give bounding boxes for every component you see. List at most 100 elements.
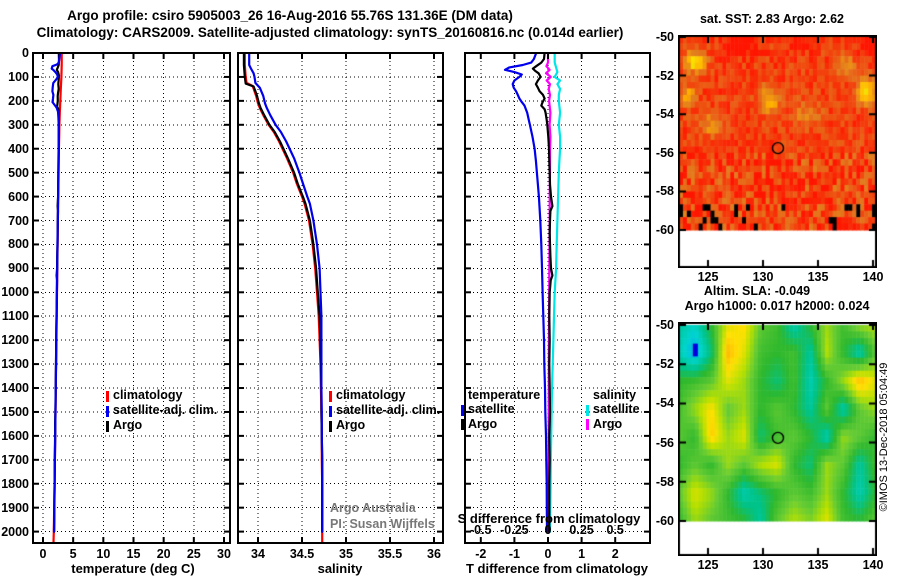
x-tick-label: 35 <box>339 547 353 561</box>
x-tick-label: 1 <box>578 547 586 561</box>
figure-title-line2: Climatology: CARS2009. Satellite-adjuste… <box>36 25 624 40</box>
difference-panel <box>464 52 651 544</box>
map-lat-tick-label: -60 <box>655 223 674 237</box>
depth-tick-label: 1300 <box>1 357 29 372</box>
salinity-axis-label: salinity <box>317 561 363 576</box>
s-tick-label: 0 <box>544 523 552 537</box>
x-tick-label: 34 <box>251 547 265 561</box>
legend-marker <box>461 404 464 416</box>
depth-tick-label: 400 <box>8 141 29 156</box>
sla-map <box>678 322 877 556</box>
sla-map-title-line1: Altim. SLA: -0.049 <box>703 284 811 298</box>
depth-tick-label: 500 <box>8 165 29 180</box>
x-tick-label: 36 <box>427 547 441 561</box>
map-lon-tick-label: 130 <box>752 558 774 572</box>
map-lat-tick-label: -54 <box>655 396 674 411</box>
legend-label: Argo <box>593 416 623 431</box>
depth-tick-label: 1500 <box>1 404 29 419</box>
depth-tick-label: 900 <box>8 261 29 276</box>
s-difference-axis-label: S difference from climatology <box>457 511 641 526</box>
depth-tick-label: 700 <box>8 213 29 228</box>
depth-tick-label: 1700 <box>1 452 29 467</box>
legend-marker <box>329 390 332 402</box>
x-tick-label: 35.5 <box>377 547 403 561</box>
series-s-satellite-minus-climatology <box>548 53 562 533</box>
x-tick-label: 15 <box>126 547 141 561</box>
legend-label: satellite-adj. clim. <box>336 403 441 417</box>
depth-tick-label: 1100 <box>1 309 29 324</box>
s-tick-label: 0.5 <box>606 523 624 537</box>
map-lon-tick-label: 140 <box>862 270 884 284</box>
s-tick-label: -0.5 <box>470 523 492 537</box>
program-note: Argo Australia <box>330 501 416 515</box>
x-tick-label: 5 <box>69 547 77 561</box>
salinity-panel <box>237 52 444 544</box>
depth-tick-label: 1800 <box>1 476 29 491</box>
legend-label: Argo <box>113 418 143 432</box>
legend-marker <box>586 404 589 416</box>
x-tick-label: -1 <box>508 547 520 561</box>
legend-label: Argo <box>336 418 366 432</box>
series-satellite-adj-clim- <box>50 53 62 533</box>
depth-tick-label: 300 <box>8 117 29 132</box>
map-lat-tick-label: -60 <box>655 514 674 528</box>
depth-tick-label: 1900 <box>1 500 29 515</box>
legend-marker <box>106 420 109 432</box>
legend-marker <box>586 419 589 430</box>
depth-tick-label: 2000 <box>1 524 29 539</box>
x-tick-label: 20 <box>156 547 171 561</box>
x-tick-label: 0 <box>39 547 47 561</box>
x-tick-label: 2 <box>611 547 619 561</box>
figure-title-line1: Argo profile: csiro 5905003_26 16-Aug-20… <box>67 8 513 23</box>
map-lon-tick-label: 125 <box>697 270 719 284</box>
s-tick-label: 0.25 <box>569 523 594 537</box>
s-tick-label: -0.25 <box>500 523 529 537</box>
legend-marker <box>106 405 109 417</box>
map-lat-tick-label: -56 <box>655 145 674 160</box>
x-tick-label: 34.5 <box>289 547 315 561</box>
x-tick-label: -2 <box>475 547 487 561</box>
map-lat-tick-label: -50 <box>655 318 674 332</box>
depth-tick-label: 800 <box>8 237 29 252</box>
series-t-satellite-minus-climatology <box>503 53 549 533</box>
map-lat-tick-label: -56 <box>655 435 674 450</box>
sst-map <box>678 35 877 268</box>
depth-tick-label: 1000 <box>1 285 29 300</box>
map-lon-tick-label: 135 <box>807 558 829 572</box>
map-lon-tick-label: 140 <box>862 558 884 572</box>
depth-tick-label: 1600 <box>1 428 29 443</box>
depth-tick-label: 1200 <box>1 333 29 348</box>
pi-note: PI: Susan Wijffels <box>330 517 435 531</box>
x-tick-label: 30 <box>217 547 231 561</box>
series-t-argo-minus-climatology <box>531 53 554 533</box>
sla-map-title-line2: Argo h1000: 0.017 h2000: 0.024 <box>684 299 870 313</box>
depth-tick-label: 100 <box>8 69 29 84</box>
map-lat-tick-label: -58 <box>655 474 674 489</box>
series-climatology <box>243 53 324 543</box>
depth-tick-label: 200 <box>8 93 29 108</box>
map-lat-tick-label: -50 <box>655 30 674 44</box>
map-lat-tick-label: -52 <box>655 357 674 372</box>
temperature-panel <box>32 52 231 544</box>
legend-marker <box>329 420 332 432</box>
temperature-axis-label: temperature (deg C) <box>71 561 195 576</box>
legend-group-header: temperature <box>468 388 541 402</box>
legend-label: satellite <box>468 402 515 416</box>
map-lon-tick-label: 125 <box>697 558 719 572</box>
legend-marker <box>461 419 464 430</box>
imos-watermark: ©IMOS 13-Dec-2018 05:04:49 <box>878 362 890 512</box>
depth-tick-label: 0 <box>22 46 29 60</box>
legend-group-header: salinity <box>593 388 637 402</box>
legend-label: satellite-adj. clim. <box>113 403 218 417</box>
map-lon-tick-label: 130 <box>752 270 774 284</box>
map-lon-tick-label: 135 <box>807 270 829 284</box>
series-satellite-adj-clim- <box>248 53 324 533</box>
depth-tick-label: 600 <box>8 189 29 204</box>
map-lat-tick-label: -52 <box>655 68 674 83</box>
map-lat-tick-label: -54 <box>655 107 674 122</box>
x-tick-label: 0 <box>544 547 552 561</box>
depth-tick-label: 1400 <box>1 381 29 396</box>
map-lat-tick-label: -58 <box>655 184 674 199</box>
